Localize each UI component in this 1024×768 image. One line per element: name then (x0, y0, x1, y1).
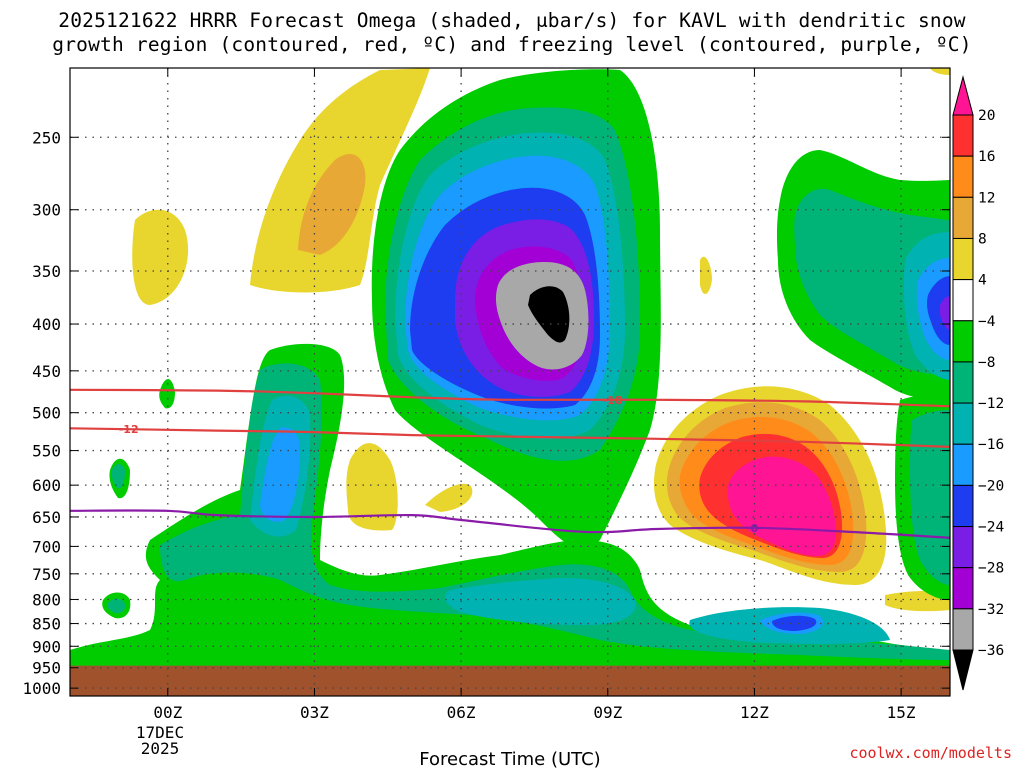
shade-small-p4 (425, 483, 473, 512)
shade-corner-p4 (930, 68, 950, 75)
x-axis-label: Forecast Time (UTC) (419, 749, 600, 768)
shade-lower-m20 (772, 615, 817, 631)
colorbar-segment-10 (952, 484, 974, 528)
plot-frame (69, 67, 951, 697)
y-tick-label-800: 800 (32, 590, 61, 609)
colorbar-segment-2 (952, 155, 974, 198)
y-tick-label-350: 350 (32, 262, 61, 281)
colorbar-label-13: −36 (978, 643, 1004, 659)
shade-right-m24 (940, 296, 950, 330)
colorbar-segment-9 (952, 443, 974, 486)
shade-left-p4 (132, 209, 189, 305)
shade-right-lower-m8 (910, 410, 950, 585)
colorbar-segment-4 (952, 237, 974, 281)
x-tick-label-06Z: 06Z (447, 703, 476, 722)
colorbar-label-0: 20 (978, 108, 995, 124)
colorbar-segment-11 (952, 526, 974, 569)
colorbar-segment-6 (952, 320, 974, 363)
x-tick-label-09Z: 09Z (593, 703, 622, 722)
shade-upper-left-p8 (298, 154, 366, 255)
colorbar-label-5: −4 (978, 314, 996, 330)
contour-label--18: -18 (603, 394, 623, 407)
x-tick-label-15Z: 15Z (887, 703, 916, 722)
colorbar-segment-3 (952, 196, 974, 239)
y-tick-label-500: 500 (32, 404, 61, 423)
colorbar-label-3: 8 (978, 231, 987, 247)
chart-title-line-2: growth region (contoured, red, ºC) and f… (52, 33, 972, 56)
colorbar-label-7: −12 (978, 396, 1004, 412)
contour-line--12 (70, 427, 950, 448)
shade-lower-m16 (260, 427, 300, 522)
temperature-contours: -18 -12 0 (70, 388, 950, 539)
y-tick-label-650: 650 (32, 508, 61, 527)
colorbar-label-4: 4 (978, 273, 987, 289)
colorbar-label-9: −20 (978, 478, 1004, 494)
year-label: 2025 (141, 739, 180, 758)
colorbar-segment-12 (952, 567, 974, 610)
date-label: 17DEC (136, 723, 184, 742)
credit-text: coolwx.com/modelts (849, 744, 1012, 762)
omega-shading (70, 68, 950, 696)
contour-line--18 (70, 388, 950, 408)
y-tick-label-400: 400 (32, 315, 61, 334)
shade-core-m36 (528, 286, 570, 343)
colorbar-segment-8 (952, 402, 974, 445)
colorbar-label-6: −8 (978, 355, 995, 371)
colorbar-label-8: −16 (978, 437, 1004, 453)
colorbar-label-12: −32 (978, 602, 1004, 618)
x-tick-label-03Z: 03Z (300, 703, 329, 722)
y-tick-label-300: 300 (32, 201, 61, 220)
colorbar-segment-7 (952, 361, 974, 404)
shade-mid-p4 (346, 443, 398, 531)
y-tick-label-900: 900 (32, 637, 61, 656)
shade-isolated-m8a (111, 464, 125, 489)
y-tick-label-550: 550 (32, 442, 61, 461)
contour-label--12: -12 (119, 423, 139, 436)
colorbar-cap-top (952, 75, 974, 116)
y-tick-label-750: 750 (32, 565, 61, 584)
y-tick-label-700: 700 (32, 537, 61, 556)
ground-below-surface (70, 665, 950, 696)
omega-colorbar: 20 16 12 8 4 −4 −8 −12 −16 −20 −24 −28 −32 −36 (952, 75, 1004, 691)
shade-right-m20 (927, 276, 950, 345)
x-tick-label-12Z: 12Z (740, 703, 769, 722)
axes: 250 300 350 400 450 500 550 600 650 700 750 800 850 9… (22, 67, 951, 722)
y-tick-label-250: 250 (32, 128, 61, 147)
colorbar-segment-13 (952, 608, 974, 651)
x-tick-label-00Z: 00Z (153, 703, 182, 722)
shade-isolated-m4d (255, 641, 285, 651)
chart-title-line-1: 2025121622 HRRR Forecast Omega (shaded, … (58, 9, 966, 32)
colorbar-segment-1 (952, 114, 974, 157)
shade-tiny-p4 (700, 256, 712, 295)
colorbar-segment-5 (952, 279, 974, 322)
colorbar-label-10: −24 (978, 520, 1004, 536)
y-tick-label-1000: 1000 (22, 679, 61, 698)
contour-line-0 (70, 509, 950, 539)
y-tick-label-850: 850 (32, 615, 61, 634)
y-tick-label-450: 450 (32, 362, 61, 381)
contour-label-0: 0 (751, 522, 759, 535)
colorbar-label-11: −28 (978, 561, 1004, 577)
colorbar-cap-bottom (952, 649, 974, 691)
colorbar-label-1: 16 (978, 149, 995, 165)
colorbar-label-2: 12 (978, 190, 995, 206)
y-tick-label-600: 600 (32, 476, 61, 495)
shade-lower-m12b (444, 578, 636, 626)
shade-isolated-m4b (159, 378, 175, 409)
y-tick-label-950: 950 (32, 659, 61, 678)
shade-isolated-m8c (107, 598, 126, 614)
